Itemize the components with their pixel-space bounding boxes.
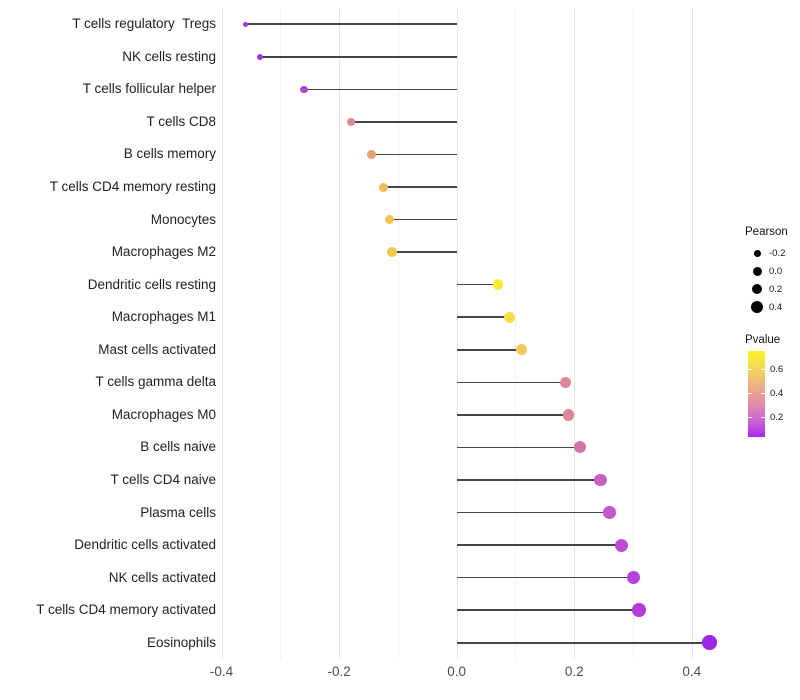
y-axis-label: T cells CD8 xyxy=(146,113,216,129)
y-axis-label: NK cells activated xyxy=(108,569,216,585)
y-axis-label: Macrophages M2 xyxy=(111,244,216,260)
lollipop-dot xyxy=(614,538,628,552)
pvalue-colorbar-tick xyxy=(747,416,752,418)
pvalue-legend-title: Pvalue xyxy=(745,334,781,346)
pvalue-colorbar xyxy=(747,351,765,437)
pearson-legend-label: 0.0 xyxy=(769,266,783,277)
y-axis-label: T cells CD4 memory resting xyxy=(49,179,216,195)
y-axis-label: T cells regulatory Tregs xyxy=(72,16,216,32)
lollipop-dot xyxy=(387,247,397,257)
pearson-legend-dot xyxy=(751,301,763,313)
y-axis-label: B cells memory xyxy=(123,146,216,162)
y-axis-label: T cells follicular helper xyxy=(82,81,216,97)
lollipop-stem xyxy=(456,348,522,351)
pearson-legend-label: 0.2 xyxy=(769,284,783,295)
lollipop-stem xyxy=(456,446,581,449)
lollipop-stem xyxy=(371,153,457,156)
pearson-legend-dot xyxy=(751,283,763,295)
y-axis-label: Macrophages M1 xyxy=(111,309,216,325)
y-axis-label: T cells CD4 memory activated xyxy=(36,602,216,618)
pearson-legend-title: Pearson xyxy=(745,226,788,238)
lollipop-stem xyxy=(456,381,566,384)
lollipop-stem xyxy=(456,544,622,546)
lollipop-stem xyxy=(303,88,457,91)
lollipop-stem xyxy=(456,283,498,286)
lollipop-dot xyxy=(367,150,376,159)
pvalue-colorbar-tick xyxy=(761,416,765,418)
lollipop-dot xyxy=(603,506,616,519)
lollipop-stem xyxy=(245,23,457,26)
lollipop-stem xyxy=(456,316,510,319)
y-axis-label: T cells gamma delta xyxy=(95,374,216,390)
y-axis-label: Dendritic cells activated xyxy=(74,537,216,553)
grid-major-line xyxy=(574,8,576,659)
pvalue-legend-label: 0.2 xyxy=(770,411,784,423)
grid-minor-line xyxy=(515,8,517,659)
y-axis-label: Mast cells activated xyxy=(98,341,216,357)
lollipop-stem xyxy=(392,251,457,253)
pvalue-legend-label: 0.4 xyxy=(770,387,784,399)
grid-major-line xyxy=(339,8,341,659)
lollipop-stem xyxy=(456,609,639,611)
pvalue-colorbar-tick xyxy=(761,368,765,370)
y-axis-label: Dendritic cells resting xyxy=(87,276,216,292)
x-axis-tick-label: 0.2 xyxy=(564,664,584,679)
x-axis-tick-label: 0.4 xyxy=(682,664,702,679)
x-axis-tick-label: -0.2 xyxy=(327,664,351,679)
lollipop-stem xyxy=(350,121,457,123)
lollipop-dot xyxy=(702,635,717,650)
y-axis-label: Eosinophils xyxy=(146,634,216,650)
pvalue-colorbar-tick xyxy=(747,368,752,370)
lollipop-stem xyxy=(456,511,610,514)
x-axis-tick-label: 0.0 xyxy=(447,664,467,679)
lollipop-dot xyxy=(574,441,587,454)
pearson-legend-label: 0.4 xyxy=(769,302,783,313)
pearson-legend-dot xyxy=(752,266,762,276)
lollipop-dot xyxy=(300,85,308,94)
y-axis-label: Monocytes xyxy=(150,211,216,227)
grid-minor-line xyxy=(633,8,635,659)
lollipop-dot xyxy=(504,311,516,323)
lollipop-dot xyxy=(378,182,388,192)
lollipop-dot xyxy=(626,571,640,585)
y-axis-label: B cells naive xyxy=(140,439,216,455)
lollipop-stem xyxy=(259,56,457,58)
lollipop-stem xyxy=(383,186,457,188)
x-axis-tick-label: -0.4 xyxy=(209,664,234,679)
pvalue-colorbar-tick xyxy=(761,392,765,394)
y-axis-label: Macrophages M0 xyxy=(111,406,216,422)
lollipop-stem xyxy=(456,479,601,481)
pvalue-colorbar-tick xyxy=(747,392,752,394)
lollipop-dot xyxy=(384,215,394,225)
pearson-legend-dot xyxy=(753,249,761,257)
y-axis-label: T cells CD4 naive xyxy=(110,471,216,487)
lollipop-dot xyxy=(562,409,575,421)
grid-minor-line xyxy=(397,8,399,659)
lollipop-dot xyxy=(632,603,646,617)
y-axis-label: NK cells resting xyxy=(122,48,216,64)
lollipop-dot xyxy=(256,53,263,60)
grid-major-line xyxy=(456,8,458,659)
grid-major-line xyxy=(691,8,693,659)
y-axis-label: Plasma cells xyxy=(140,504,216,520)
pvalue-legend-label: 0.6 xyxy=(770,363,784,375)
grid-major-line xyxy=(221,8,223,659)
lollipop-stem xyxy=(389,218,457,221)
lollipop-stem xyxy=(456,641,710,644)
lollipop-dot xyxy=(515,344,527,356)
pearson-legend-label: -0.2 xyxy=(769,248,786,259)
lollipop-dot xyxy=(559,376,572,389)
lollipop-stem xyxy=(456,576,633,579)
grid-minor-line xyxy=(280,8,282,659)
lollipop-stem xyxy=(456,414,569,416)
lollipop-dot xyxy=(346,117,356,127)
lollipop-dot xyxy=(594,473,607,487)
lollipop-dot xyxy=(242,21,248,27)
lollipop-dot xyxy=(492,279,504,290)
